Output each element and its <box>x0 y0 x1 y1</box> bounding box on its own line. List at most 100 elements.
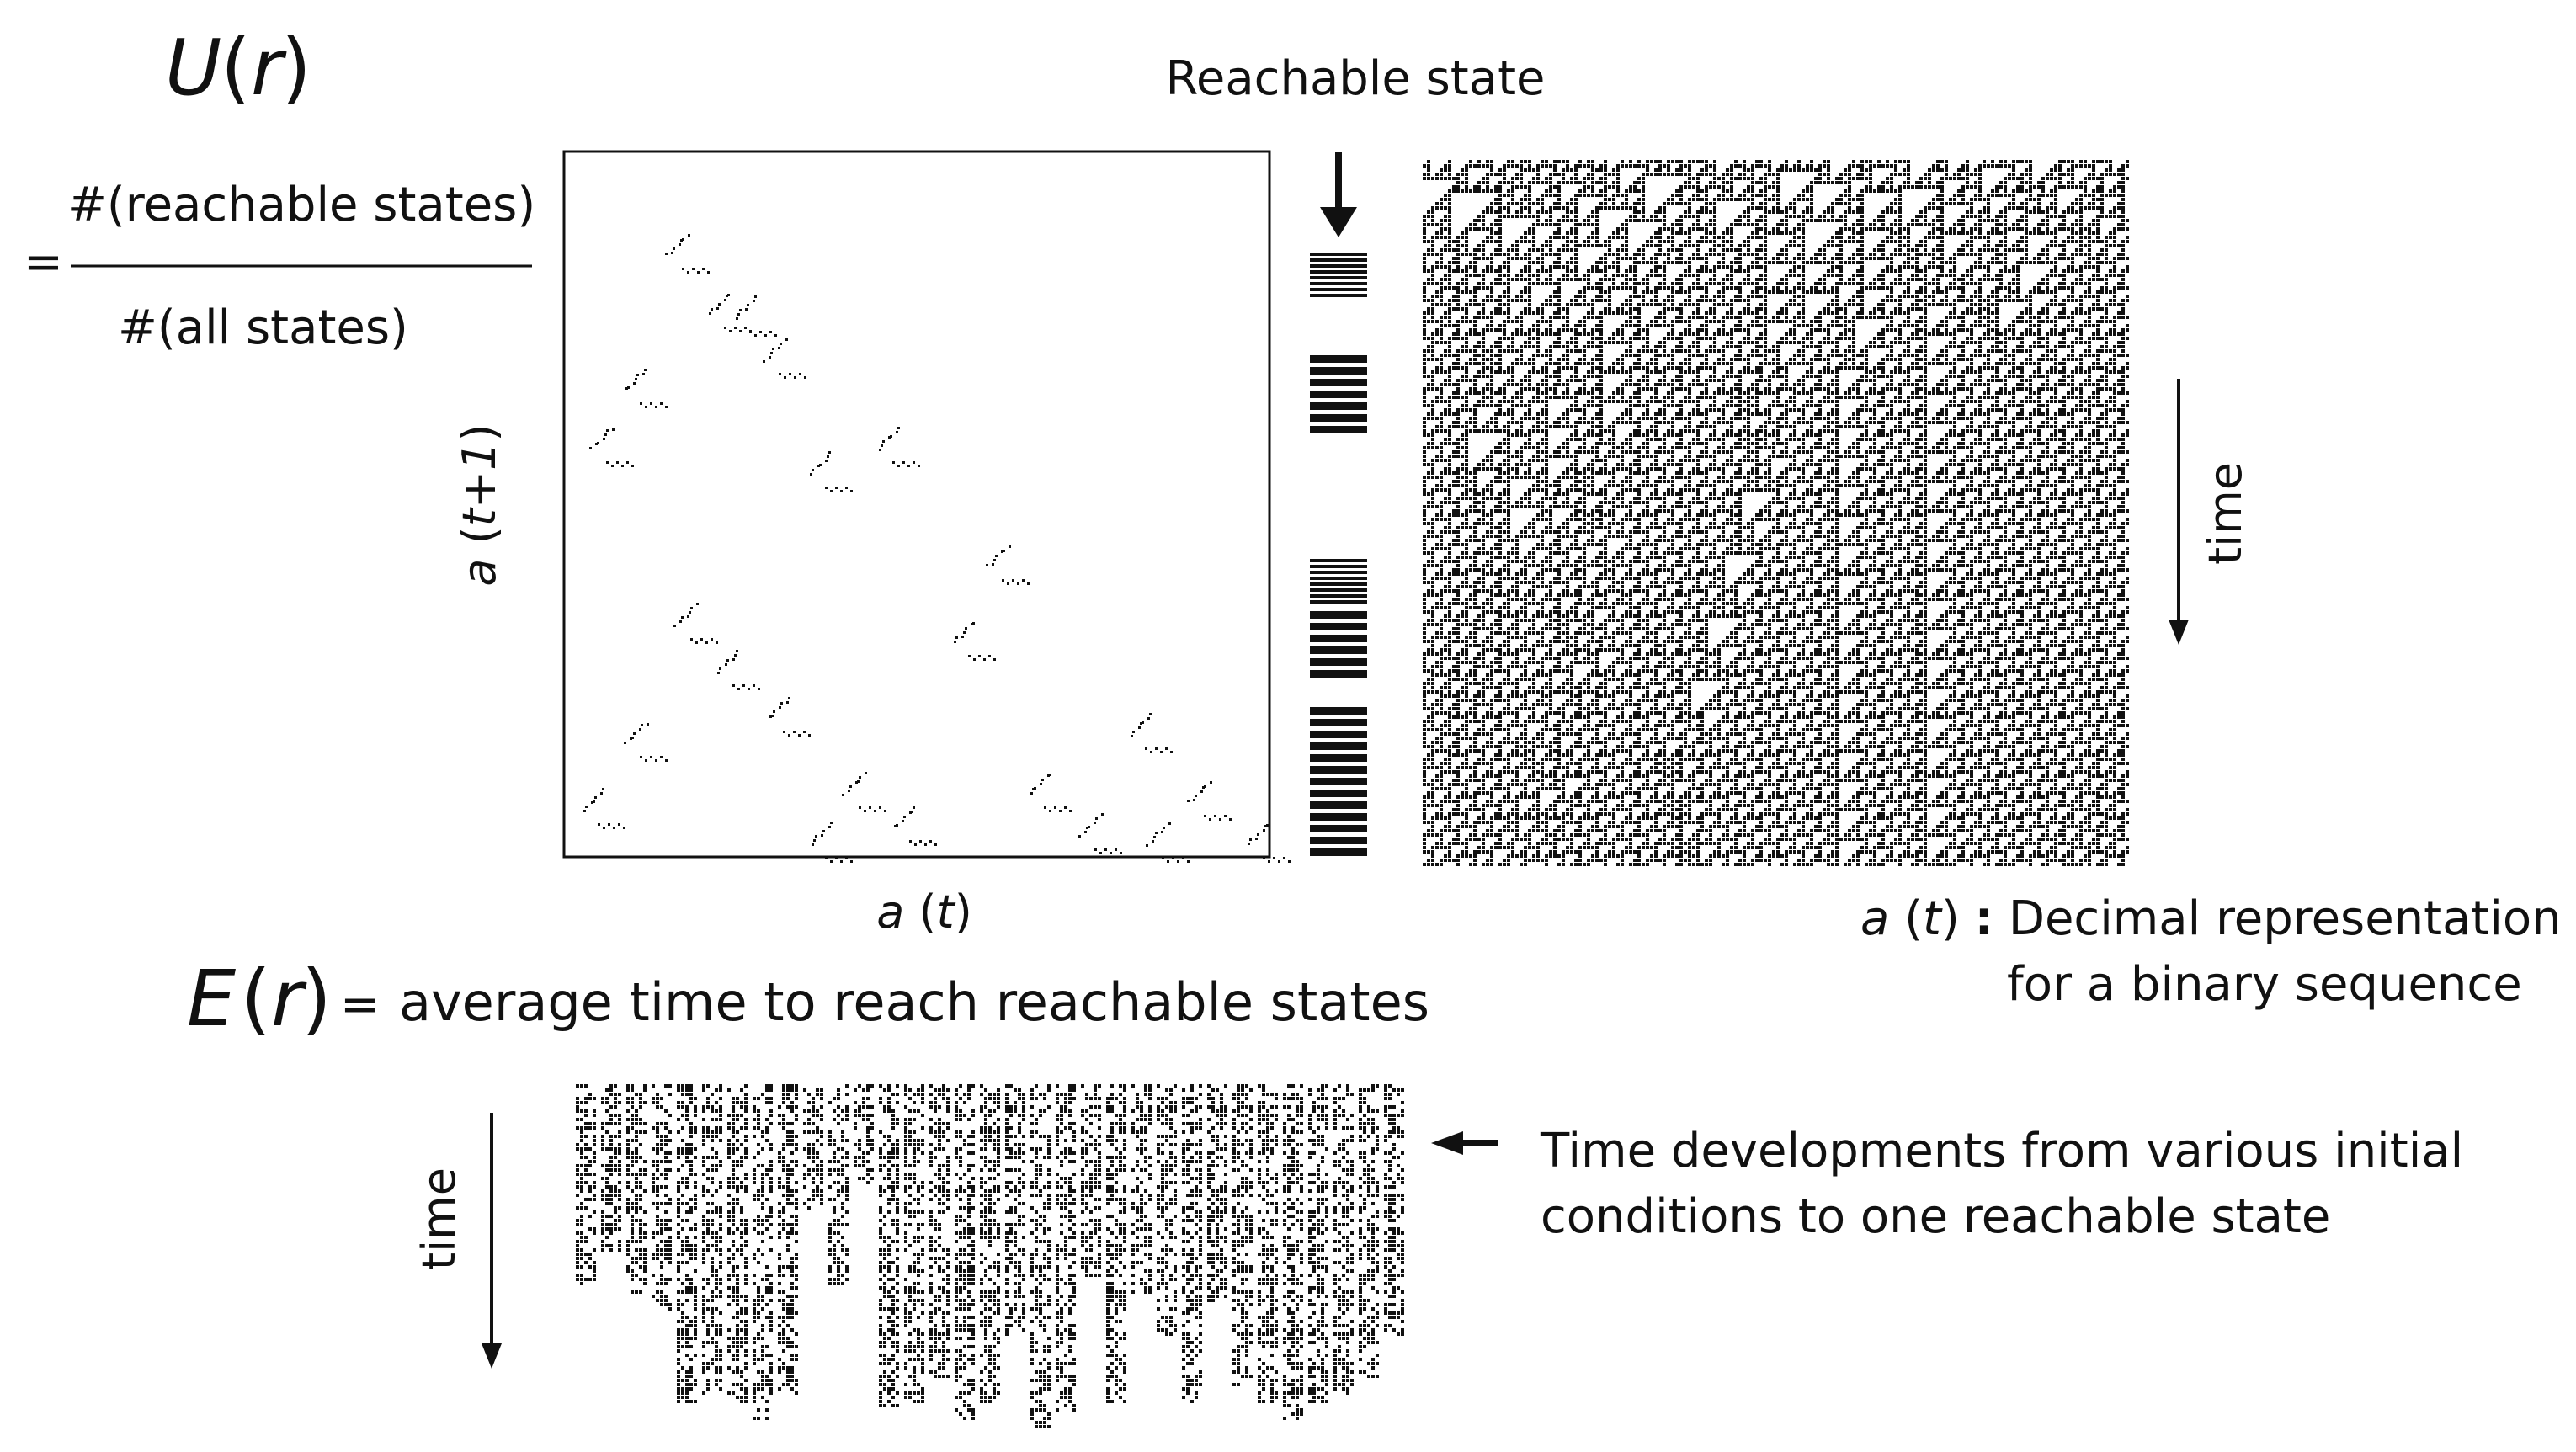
ca-cell <box>1818 248 1822 252</box>
ca-cell <box>1679 282 1683 285</box>
ca-cell <box>1966 164 1969 168</box>
ca-cell <box>1738 244 1742 247</box>
ca-cell <box>2029 354 2032 357</box>
map-point <box>1204 815 1206 817</box>
ca-cell <box>1747 337 1750 340</box>
ca-cell <box>1465 366 1468 370</box>
ca-cell <box>1940 253 1944 256</box>
ca-cell <box>1881 311 1885 315</box>
ca-cell <box>1940 248 1944 252</box>
ca-cell <box>2050 244 2053 247</box>
ca-cell <box>1679 227 1683 231</box>
ca-cell <box>1869 282 1872 285</box>
ca-cell <box>1629 269 1632 273</box>
ca-cell <box>1595 354 1599 357</box>
ca-cell <box>2105 240 2108 243</box>
ca-cell <box>1983 337 1986 340</box>
ca-cell <box>1444 265 1447 269</box>
ca-cell <box>1515 278 1519 281</box>
ca-cell <box>1873 316 1876 319</box>
ca-cell <box>1637 303 1641 306</box>
ca-cell <box>2046 227 2049 231</box>
ca-cell <box>1953 311 1956 315</box>
ca-cell <box>1477 164 1481 168</box>
ca-cell <box>1482 354 1485 357</box>
ca-cell <box>1520 290 1523 294</box>
ca-cell <box>2033 341 2036 344</box>
ca-cell <box>1625 299 1628 302</box>
ca-cell <box>1953 194 1956 197</box>
map-point <box>972 622 975 625</box>
ca-cell <box>1444 215 1447 218</box>
ca-cell <box>1780 290 1784 294</box>
ca-cell <box>2029 231 2032 235</box>
ca-cell <box>1583 177 1586 180</box>
ca-cell <box>1705 173 1708 176</box>
ca-cell <box>1557 345 1561 348</box>
ca-cell <box>1684 349 1687 353</box>
ca-cell <box>1936 328 1940 332</box>
ca-cell <box>1764 345 1767 348</box>
ca-cell <box>1612 278 1615 281</box>
ca-cell <box>1524 168 1527 172</box>
ca-cell <box>1814 316 1818 319</box>
ca-cell <box>1692 194 1695 197</box>
ca-cell <box>2004 286 2007 290</box>
ca-cell <box>1595 316 1599 319</box>
ca-cell <box>1852 210 1855 214</box>
ca-cell <box>1654 253 1658 256</box>
ca-cell <box>1557 173 1561 176</box>
ca-cell <box>2079 362 2083 365</box>
ca-cell <box>1713 337 1716 340</box>
ca-cell <box>1477 286 1481 290</box>
ca-cell <box>2117 311 2121 315</box>
ca-cell <box>1768 164 1771 168</box>
ca-cell <box>1932 290 1935 294</box>
ca-cell <box>1566 278 1569 281</box>
ca-cell <box>1999 269 2003 273</box>
ca-cell <box>1940 236 1944 239</box>
ca-cell <box>1924 215 1927 218</box>
ca-cell <box>2100 189 2104 193</box>
ca-cell <box>1894 307 1897 311</box>
ca-cell <box>1625 223 1628 226</box>
ca-cell <box>2092 337 2095 340</box>
ca-cell <box>1507 202 1510 205</box>
ca-cell <box>1974 349 1977 353</box>
ca-cell <box>1987 307 1990 311</box>
ca-cell <box>2113 240 2116 243</box>
ca-cell <box>1945 177 1948 180</box>
ca-cell <box>1440 202 1443 205</box>
map-point <box>1115 848 1117 851</box>
ca-cell <box>1823 261 1826 264</box>
ca-cell <box>1869 345 1872 348</box>
ca-cell <box>1608 185 1611 189</box>
ca-cell <box>1578 349 1582 353</box>
ca-cell <box>1886 257 1889 260</box>
ca-cell <box>1511 181 1514 184</box>
ca-cell <box>1949 286 1952 290</box>
ca-cell <box>1709 164 1712 168</box>
ca-cell <box>2016 185 2020 189</box>
ca-cell <box>1684 362 1687 365</box>
ca-cell <box>2033 316 2036 319</box>
ca-cell <box>1599 189 1603 193</box>
ca-cell <box>1978 185 1982 189</box>
ca-cell <box>1953 231 1956 235</box>
ca-cell <box>1877 332 1881 336</box>
ca-cell <box>1448 278 1451 281</box>
ca-cell <box>1873 257 1876 260</box>
ca-cell <box>1722 198 1725 201</box>
ca-cell <box>2020 227 2024 231</box>
ca-cell <box>1616 236 1620 239</box>
ca-cell <box>2020 236 2024 239</box>
ca-cell <box>1915 324 1919 327</box>
ca-cell <box>1616 307 1620 311</box>
ca-cell <box>1536 320 1540 323</box>
ca-cell <box>1486 210 1489 214</box>
ca-cell <box>1671 362 1674 365</box>
ca-cell <box>1780 261 1784 264</box>
ca-cell <box>1785 341 1788 344</box>
ca-cell <box>1528 299 1531 302</box>
ca-cell <box>1700 240 1704 243</box>
